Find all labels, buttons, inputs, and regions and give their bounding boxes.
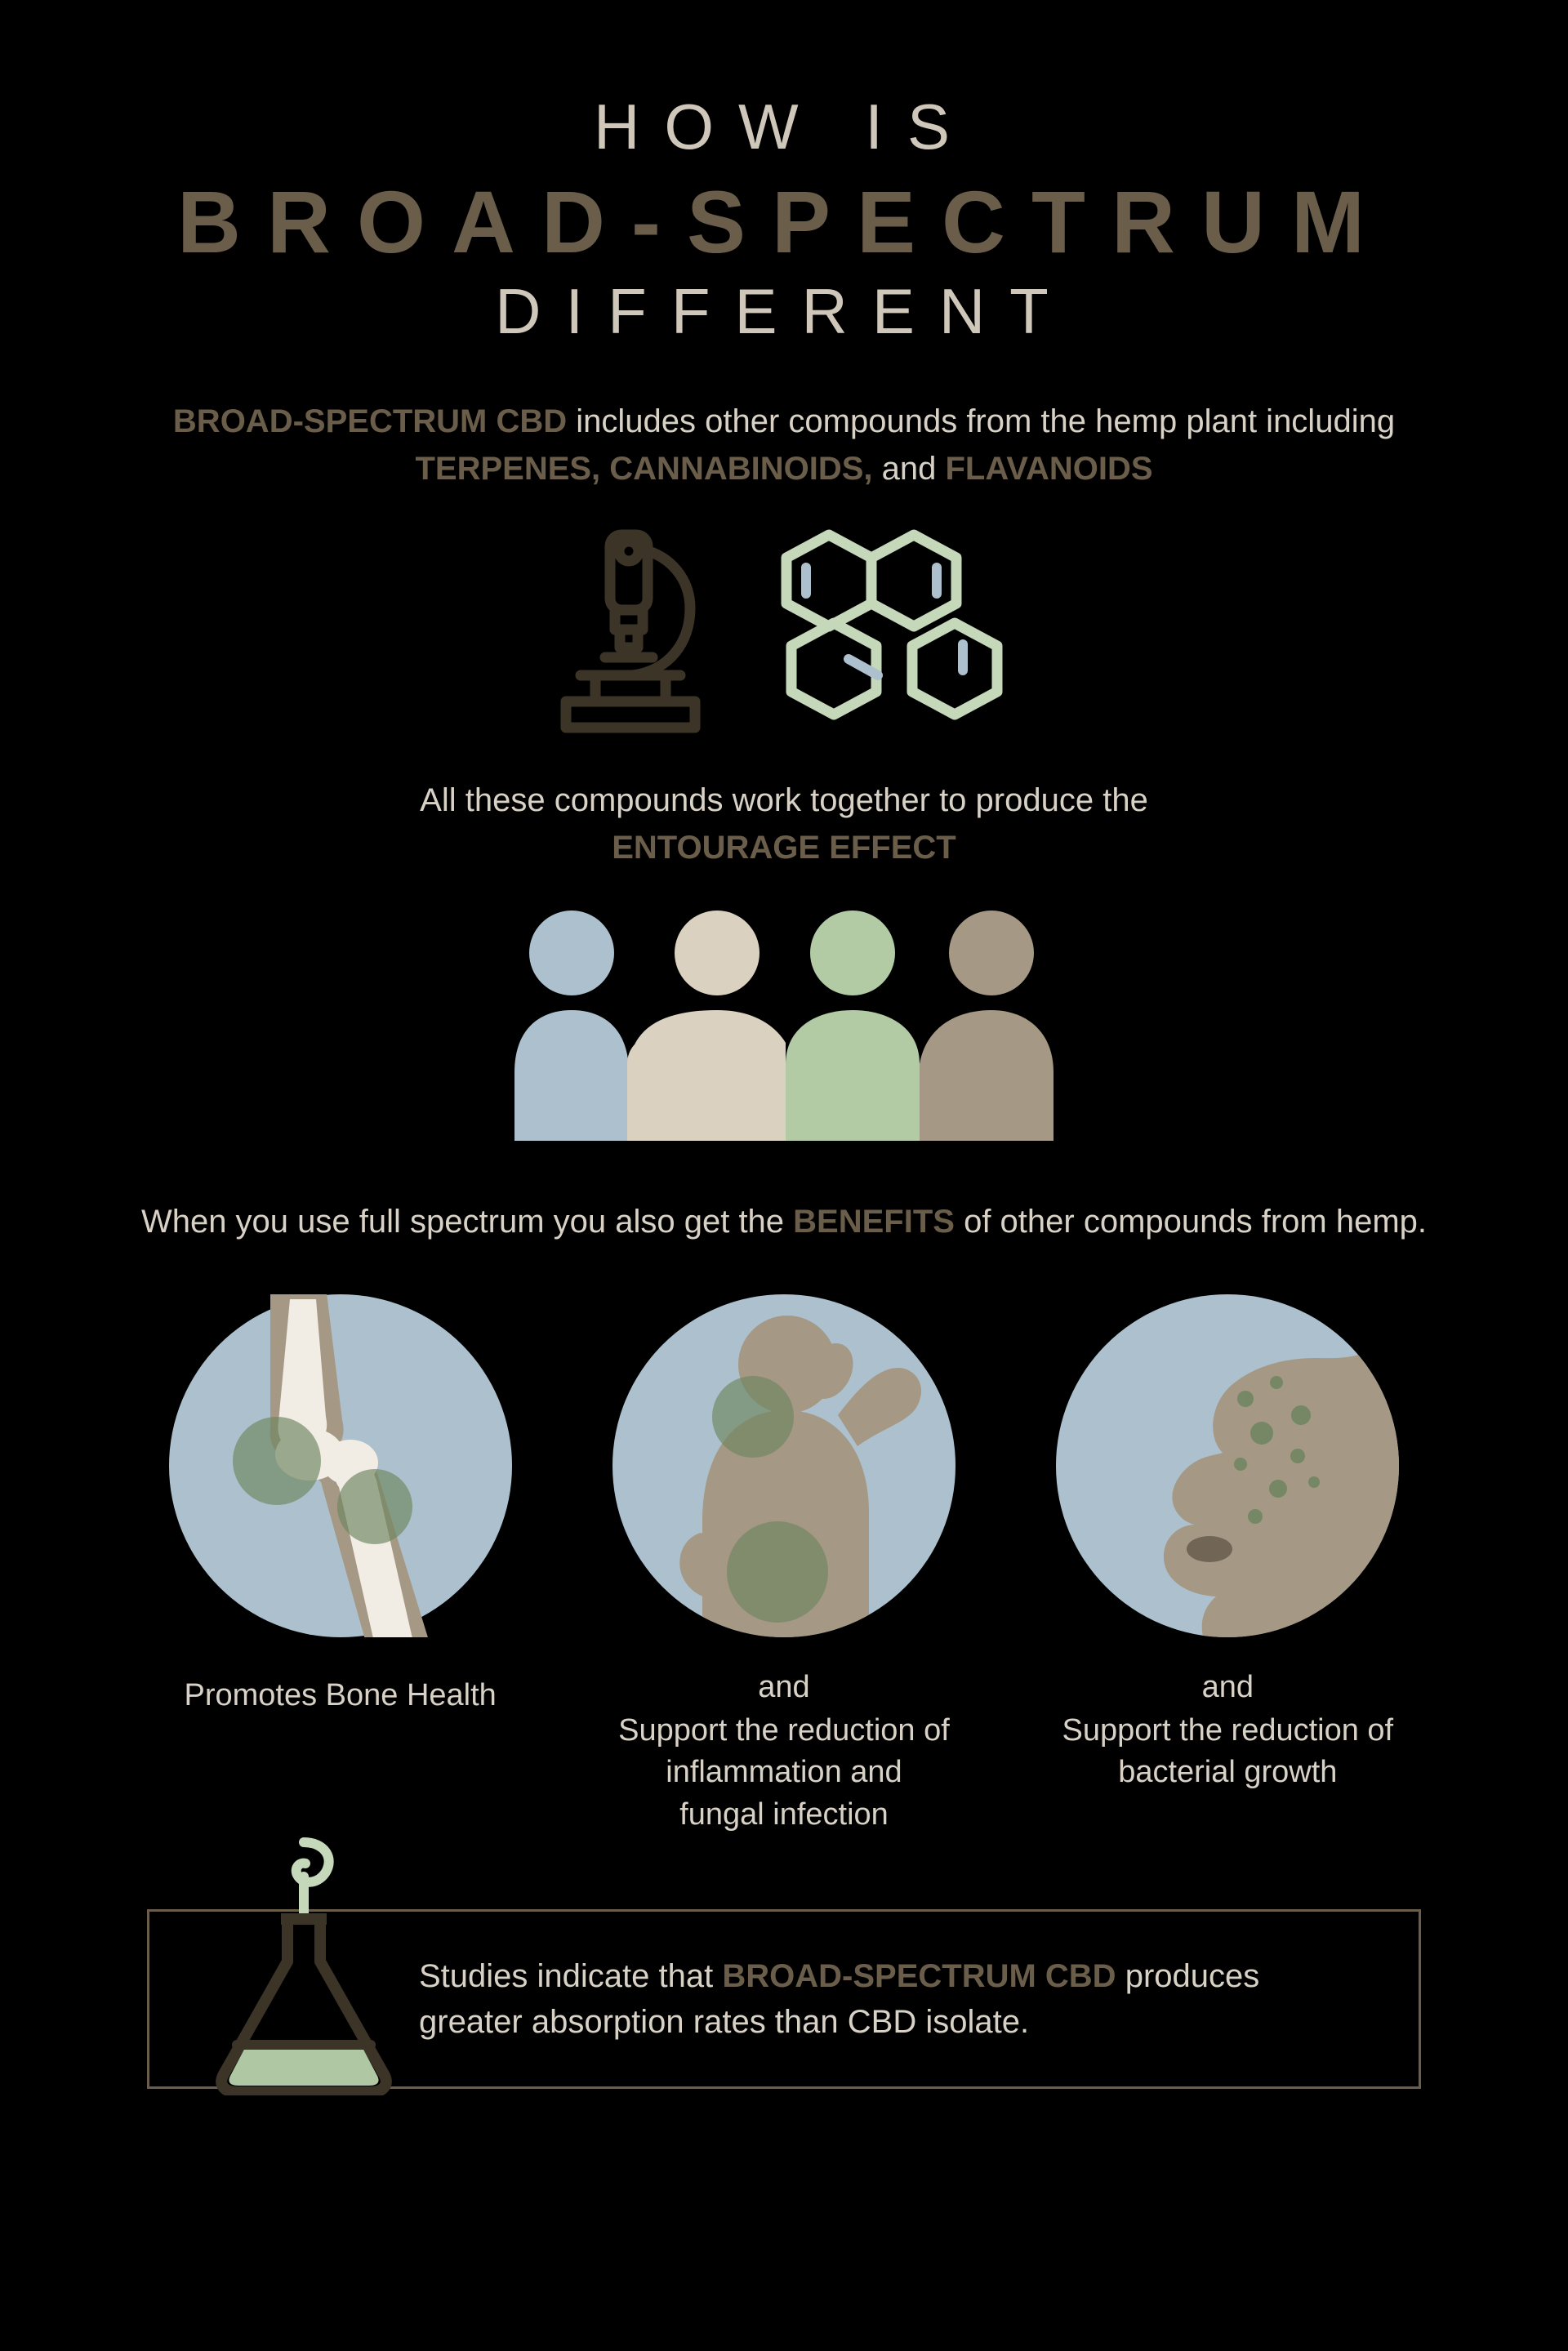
benefit-and-1: and: [758, 1670, 809, 1705]
intro-paragraph: BROAD-SPECTRUM CBD includes other compou…: [98, 398, 1470, 492]
intro-mid-2: and: [873, 451, 946, 487]
title-line-1: HOW IS: [98, 90, 1470, 164]
body-pain-icon: [612, 1294, 956, 1637]
entourage-paragraph: All these compounds work together to pro…: [98, 777, 1470, 871]
people-group-icon: [490, 904, 1078, 1141]
infographic-canvas: HOW IS BROAD-SPECTRUM DIFFERENT BROAD-SP…: [0, 0, 1568, 2351]
intro-keyword-2: FLAVANOIDS: [945, 451, 1152, 487]
intro-mid-1: includes other compounds from the hemp p…: [567, 403, 1395, 439]
benefit-bone: Promotes Bone Health: [131, 1294, 550, 1836]
benefit-and-2: and: [1202, 1670, 1254, 1705]
benefits-pre: When you use full spectrum you also get …: [141, 1204, 793, 1240]
nose-bacteria-icon: [1056, 1294, 1399, 1637]
footnote-pre: Studies indicate that: [419, 1958, 722, 1994]
people-icon-row: [98, 904, 1470, 1141]
intro-bold-1: BROAD-SPECTRUM CBD: [173, 403, 567, 439]
benefits-row: Promotes Bone Health: [98, 1294, 1470, 1836]
title-line-3: DIFFERENT: [98, 274, 1470, 349]
flask-icon-wrap: [196, 1834, 408, 2099]
molecule-icon: [749, 523, 1027, 736]
benefits-bold: BENEFITS: [793, 1204, 955, 1240]
benefits-post: of other compounds from hemp.: [955, 1204, 1427, 1240]
benefit-label-0: Promotes Bone Health: [185, 1675, 497, 1716]
microscope-icon: [541, 523, 713, 736]
title-block: HOW IS BROAD-SPECTRUM DIFFERENT: [98, 90, 1470, 349]
benefit-label-2: Support the reduction of bacterial growt…: [1044, 1710, 1411, 1794]
entourage-line1: All these compounds work together to pro…: [420, 782, 1148, 818]
bone-joint-icon: [169, 1294, 512, 1637]
benefit-label-1: Support the reduction of inflammation an…: [600, 1710, 968, 1836]
benefit-inflammation: and Support the reduction of inflammatio…: [574, 1294, 993, 1836]
footnote-bold: BROAD-SPECTRUM CBD: [722, 1958, 1116, 1994]
intro-keyword-1: TERPENES, CANNABINOIDS,: [415, 451, 872, 487]
benefit-bacterial: and Support the reduction of bacterial g…: [1018, 1294, 1437, 1836]
footnote-container: Studies indicate that BROAD-SPECTRUM CBD…: [98, 1909, 1470, 2089]
benefits-intro: When you use full spectrum you also get …: [98, 1198, 1470, 1245]
title-line-2: BROAD-SPECTRUM: [98, 171, 1470, 273]
flask-icon: [196, 1834, 408, 2095]
footnote-text: Studies indicate that BROAD-SPECTRUM CBD…: [419, 1953, 1370, 2045]
compound-icon-row: [98, 523, 1470, 736]
entourage-bold: ENTOURAGE EFFECT: [612, 830, 956, 866]
